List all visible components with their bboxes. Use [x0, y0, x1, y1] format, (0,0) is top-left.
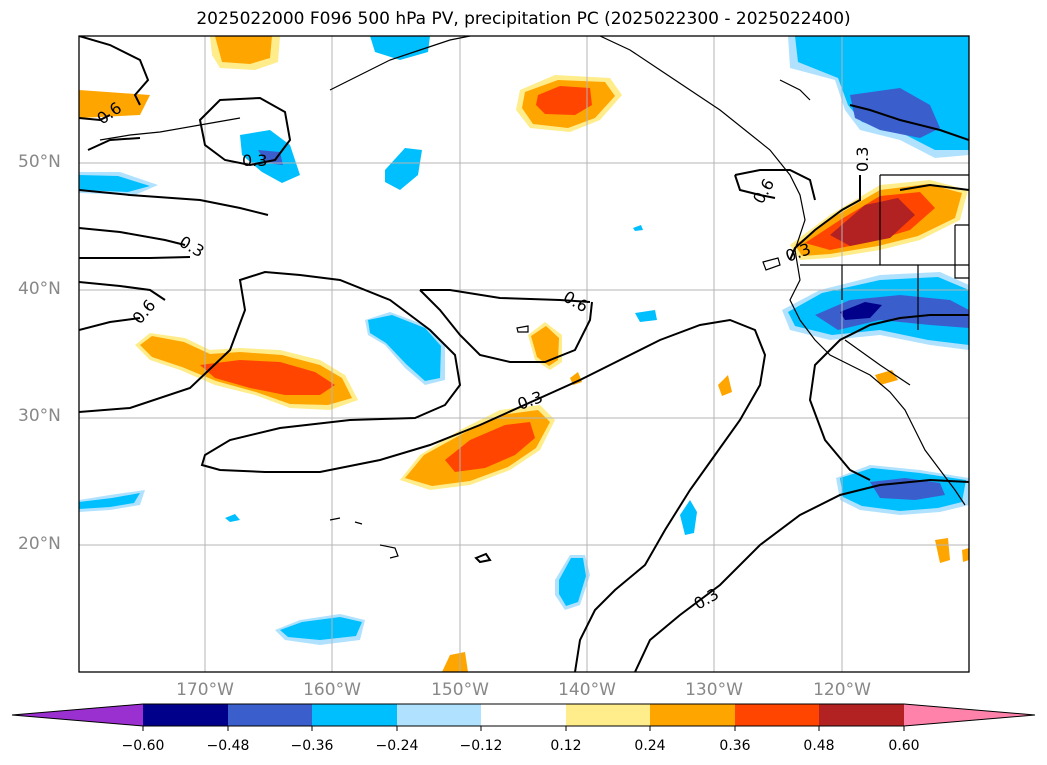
colorbar-segment: [481, 704, 566, 726]
precip-shading: [79, 36, 969, 672]
colorbar-tick-label: 0.24: [634, 738, 666, 754]
precip-positive-area: [536, 86, 592, 115]
lon-label: 160°W: [303, 680, 361, 700]
colorbar-tick-label: −0.48: [206, 738, 250, 754]
lat-label: 40°N: [18, 279, 61, 299]
precip-negative-area: [280, 617, 362, 640]
precip-positive-area: [442, 652, 468, 672]
precip-negative-area: [815, 295, 969, 330]
lon-label: 170°W: [176, 680, 234, 700]
precip-positive-area: [830, 198, 915, 246]
precip-negative-area: [850, 88, 940, 138]
pv-contours: [79, 36, 969, 672]
precip-negative-area: [635, 310, 657, 322]
precip-negative-area: [258, 150, 283, 165]
lon-label: 150°W: [431, 680, 489, 700]
lon-label: 140°W: [558, 680, 616, 700]
colorbar-tick-label: 0.60: [888, 738, 920, 754]
lon-label: 130°W: [685, 680, 743, 700]
precip-negative-area: [559, 558, 586, 606]
contour-label: 0.3: [691, 584, 723, 613]
colorbar-segment: [566, 704, 650, 726]
colorbar-extend-min: [12, 704, 143, 726]
precip-negative-area: [79, 175, 150, 192]
colorbar-tick-label: −0.36: [290, 738, 334, 754]
contour-label: 0.3: [853, 147, 872, 172]
precip-positive-area: [570, 372, 582, 385]
lat-label: 50°N: [18, 152, 61, 172]
colorbar-tick-label: −0.24: [375, 738, 419, 754]
precip-positive-area: [962, 548, 969, 562]
colorbar-tick-label: 0.36: [719, 738, 751, 754]
colorbar-segment: [228, 704, 312, 726]
precip-negative-area: [79, 493, 140, 509]
precip-positive-area: [79, 90, 150, 118]
precip-positive-area: [445, 422, 535, 472]
precip-positive-area: [718, 375, 732, 396]
precip-negative-area: [225, 514, 240, 522]
precip-negative-area: [840, 302, 882, 320]
precip-positive-area: [200, 360, 335, 395]
colorbar-extend-max: [904, 704, 1035, 726]
colorbar-segment: [819, 704, 904, 726]
lat-label: 20°N: [18, 534, 61, 554]
precip-negative-area: [368, 315, 441, 381]
contour-label: 0.3: [242, 151, 267, 170]
colorbar-segment: [143, 704, 228, 726]
colorbar-segment: [312, 704, 397, 726]
colorbar-tick-label: −0.60: [121, 738, 165, 754]
precip-positive-area: [935, 538, 950, 563]
colorbar-tick-label: 0.12: [550, 738, 582, 754]
coastlines: [99, 36, 969, 564]
colorbar-segment: [735, 704, 819, 726]
colorbar: [11, 703, 1036, 731]
colorbar-segment: [397, 704, 481, 726]
lat-label: 30°N: [18, 406, 61, 426]
precip-positive-area: [531, 326, 559, 366]
precip-negative-area: [633, 225, 643, 231]
gridlines: [79, 36, 969, 672]
precip-positive-area: [215, 36, 272, 64]
precip-negative-area: [385, 148, 422, 190]
colorbar-tick-label: −0.12: [459, 738, 503, 754]
map-frame: [78, 35, 970, 673]
colorbar-tick-label: 0.48: [803, 738, 835, 754]
lon-label: 120°W: [813, 680, 871, 700]
precip-negative-area: [370, 36, 430, 60]
contour-label: 0.6: [129, 296, 160, 328]
colorbar-segment: [650, 704, 735, 726]
contour-label: 0.6: [749, 175, 778, 207]
precip-negative-area: [680, 500, 697, 535]
map-title: 2025022000 F096 500 hPa PV, precipitatio…: [196, 9, 851, 29]
